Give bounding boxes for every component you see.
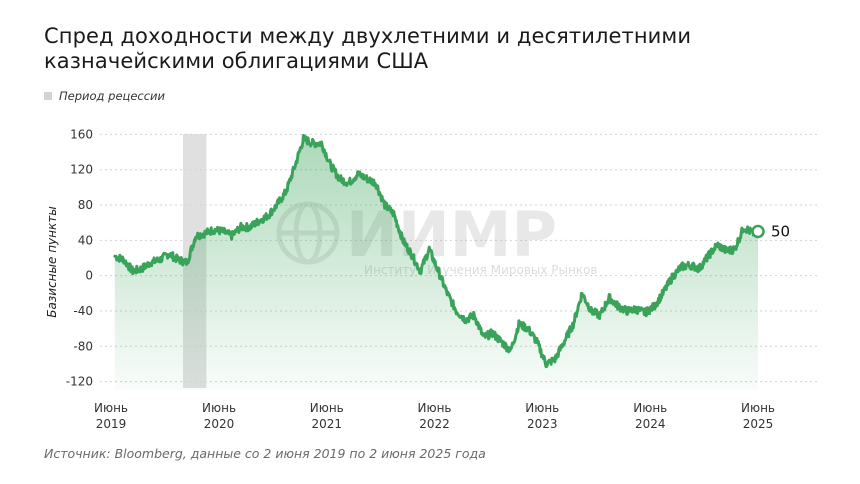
source-note: Источник: Bloomberg, данные со 2 июня 20… <box>44 446 486 461</box>
end-value-label: 50 <box>771 223 790 241</box>
legend-recession-swatch <box>44 92 52 100</box>
x-tick-year: 2019 <box>96 417 127 431</box>
x-tick-year: 2022 <box>419 417 450 431</box>
x-tick-year: 2024 <box>635 417 666 431</box>
x-tick-month: Июнь <box>310 401 344 415</box>
x-tick-month: Июнь <box>202 401 236 415</box>
spread-area <box>114 135 759 390</box>
x-tick-year: 2020 <box>204 417 235 431</box>
y-tick-label: 120 <box>70 163 93 177</box>
x-tick-month: Июнь <box>633 401 667 415</box>
x-tick-month: Июнь <box>418 401 452 415</box>
y-axis-label: Базисные пункты <box>45 206 59 317</box>
y-tick-label: 160 <box>70 127 93 141</box>
end-point-marker <box>751 224 765 239</box>
legend: Период рецессии <box>44 89 165 103</box>
chart-title: Спред доходности между двухлетними и дес… <box>44 24 692 73</box>
y-axis-ticks: 160 120 80 40 0 -40 -80 -120 <box>66 127 93 388</box>
x-tick-month: Июнь <box>94 401 128 415</box>
x-tick-month: Июнь <box>525 401 559 415</box>
spread-line <box>113 134 760 369</box>
x-tick-year: 2023 <box>527 417 558 431</box>
y-tick-label: 0 <box>85 269 93 283</box>
x-tick-year: 2025 <box>743 417 774 431</box>
y-tick-label: 80 <box>78 198 93 212</box>
legend-recession-label: Период рецессии <box>59 89 166 103</box>
x-axis-ticks: Июнь 2019 Июнь 2020 Июнь 2021 Июнь 2022 Июнь 2023… <box>94 401 775 431</box>
y-tick-label: -120 <box>66 375 93 389</box>
y-tick-label: -40 <box>73 304 93 318</box>
x-tick-month: Июнь <box>741 401 775 415</box>
x-tick-year: 2021 <box>311 417 342 431</box>
y-tick-label: 40 <box>78 233 93 247</box>
y-tick-label: -80 <box>73 339 93 353</box>
